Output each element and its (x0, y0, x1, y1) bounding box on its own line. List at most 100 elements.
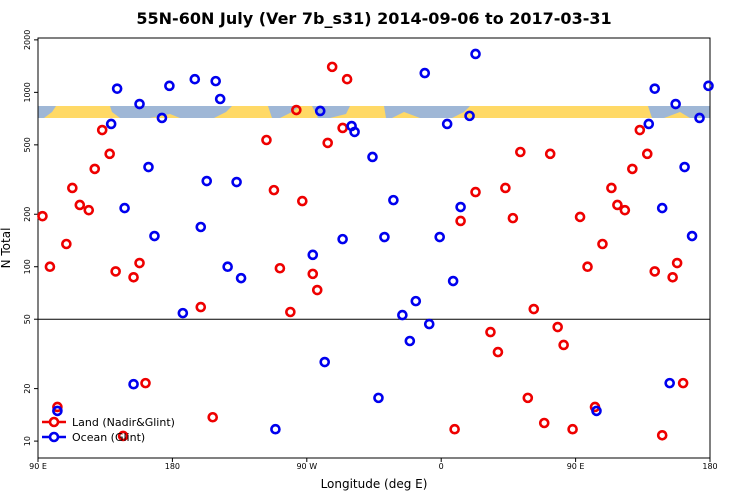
point (341, 73, 353, 85)
point (307, 268, 319, 280)
point (485, 326, 496, 338)
point (210, 75, 222, 87)
x-tick-label: 180 (702, 462, 717, 471)
point (470, 48, 481, 60)
point (311, 284, 323, 296)
point (322, 137, 334, 149)
point (274, 262, 286, 274)
point (89, 163, 101, 175)
y-tick-label: 20 (23, 384, 32, 394)
point (574, 211, 586, 223)
point (464, 110, 475, 122)
point (634, 124, 646, 136)
point (96, 124, 108, 136)
point (140, 377, 151, 389)
point (177, 307, 189, 319)
x-tick-label: 180 (165, 462, 180, 471)
point (67, 182, 78, 194)
point (686, 230, 698, 242)
point (552, 321, 563, 333)
point (52, 401, 63, 413)
point (189, 73, 201, 85)
point (649, 266, 661, 277)
point (314, 105, 326, 117)
point (522, 392, 534, 404)
point (52, 405, 63, 417)
map-land (384, 106, 470, 118)
point (319, 356, 331, 368)
point (591, 405, 602, 417)
point (270, 423, 281, 435)
point (222, 261, 233, 273)
map-strip (38, 106, 710, 118)
point (641, 148, 653, 160)
point (349, 126, 360, 138)
point (134, 98, 145, 110)
y-tick-label: 2000 (23, 30, 32, 50)
point (117, 430, 129, 442)
point (404, 335, 416, 347)
point (231, 176, 242, 188)
map-land (38, 106, 56, 118)
point (677, 377, 689, 389)
point (582, 261, 593, 273)
map-land (648, 106, 710, 118)
point (423, 318, 435, 330)
y-tick-label: 500 (23, 137, 32, 152)
point (507, 212, 519, 224)
point (558, 339, 569, 351)
point (291, 104, 302, 116)
legend-marker (48, 431, 60, 443)
point (37, 210, 48, 222)
chart-title: 55N-60N July (Ver 7b_s31) 2014-09-06 to … (136, 9, 611, 28)
point (528, 303, 540, 315)
y-tick-label: 100 (23, 259, 32, 274)
point (500, 182, 511, 194)
point (297, 195, 308, 207)
point (470, 186, 481, 198)
point (492, 346, 504, 358)
point (515, 146, 526, 158)
point (703, 80, 714, 92)
point (105, 118, 117, 130)
point (449, 423, 460, 435)
point (567, 423, 578, 435)
point (61, 238, 72, 250)
point (111, 83, 123, 94)
point (606, 182, 617, 194)
legend-label: Ocean (Glint) (72, 431, 145, 444)
point (538, 417, 550, 429)
point (337, 122, 348, 134)
point (261, 134, 272, 146)
point (149, 230, 160, 242)
y-tick-label: 10 (23, 436, 32, 446)
y-tick-label: 1000 (23, 82, 32, 102)
x-tick-label: 90 W (296, 462, 317, 471)
point (201, 175, 213, 187)
point (214, 93, 226, 105)
point (44, 261, 56, 273)
map-land (268, 106, 350, 118)
point (410, 295, 422, 307)
point (134, 257, 145, 269)
point (195, 221, 207, 233)
point (326, 61, 338, 73)
legend-marker (48, 416, 60, 428)
point (544, 148, 556, 160)
point (656, 202, 668, 214)
point (285, 306, 296, 318)
point (455, 215, 466, 227)
point (379, 231, 390, 243)
point (268, 184, 280, 196)
point (679, 161, 690, 173)
x-tick-label: 90 E (29, 462, 47, 471)
point (694, 112, 705, 124)
point (441, 118, 453, 130)
point (195, 301, 207, 313)
point (619, 204, 631, 216)
point (447, 275, 459, 287)
point (164, 80, 175, 92)
point (397, 309, 408, 321)
point (74, 199, 86, 211)
